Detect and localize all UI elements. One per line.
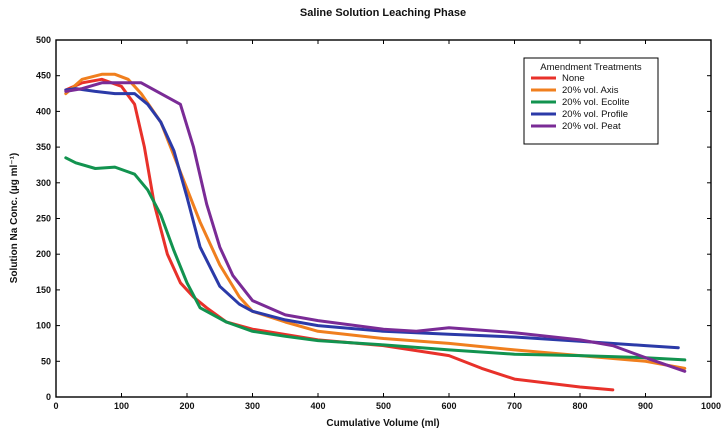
- x-tick-label: 900: [638, 401, 653, 411]
- x-tick-label: 400: [310, 401, 325, 411]
- series-line-2: [64, 156, 687, 362]
- x-axis: 0 100 200 300 400 500 600 700 800 900 1000: [53, 40, 721, 411]
- x-tick-label: 800: [572, 401, 587, 411]
- x-tick-label: 600: [441, 401, 456, 411]
- y-axis: 0 50 100 150 200 250 300 350 400 450 500: [36, 35, 711, 402]
- x-tick-label: 500: [376, 401, 391, 411]
- y-tick-label: 250: [36, 214, 51, 224]
- y-tick-label: 350: [36, 142, 51, 152]
- series-line-4: [64, 81, 687, 373]
- series-line-3: [64, 87, 680, 350]
- y-tick-label: 0: [46, 392, 51, 402]
- y-tick-label: 150: [36, 285, 51, 295]
- y-tick-label: 500: [36, 35, 51, 45]
- y-axis-label: Solution Na Conc. (µg ml⁻¹): [9, 153, 20, 283]
- x-tick-label: 300: [245, 401, 260, 411]
- legend-label: None: [562, 73, 585, 84]
- chart-title: Saline Solution Leaching Phase: [300, 7, 466, 19]
- y-tick-label: 450: [36, 71, 51, 81]
- x-tick-label: 100: [114, 401, 129, 411]
- y-tick-label: 400: [36, 106, 51, 116]
- legend-label: 20% vol. Axis: [562, 85, 619, 96]
- series-line-1: [64, 72, 687, 370]
- y-tick-label: 50: [41, 356, 51, 366]
- legend-label: 20% vol. Ecolite: [562, 97, 630, 108]
- x-tick-label: 700: [507, 401, 522, 411]
- x-tick-label: 200: [179, 401, 194, 411]
- legend-label: 20% vol. Peat: [562, 121, 621, 132]
- y-tick-label: 200: [36, 249, 51, 259]
- y-tick-label: 100: [36, 321, 51, 331]
- y-tick-label: 300: [36, 178, 51, 188]
- series-lines: [64, 72, 687, 392]
- legend-label: 20% vol. Profile: [562, 109, 628, 120]
- series-line-0: [64, 77, 615, 392]
- x-axis-label: Cumulative Volume (ml): [326, 418, 439, 429]
- legend-title: Amendment Treatments: [540, 62, 642, 73]
- x-tick-label: 0: [53, 401, 58, 411]
- x-tick-label: 1000: [701, 401, 721, 411]
